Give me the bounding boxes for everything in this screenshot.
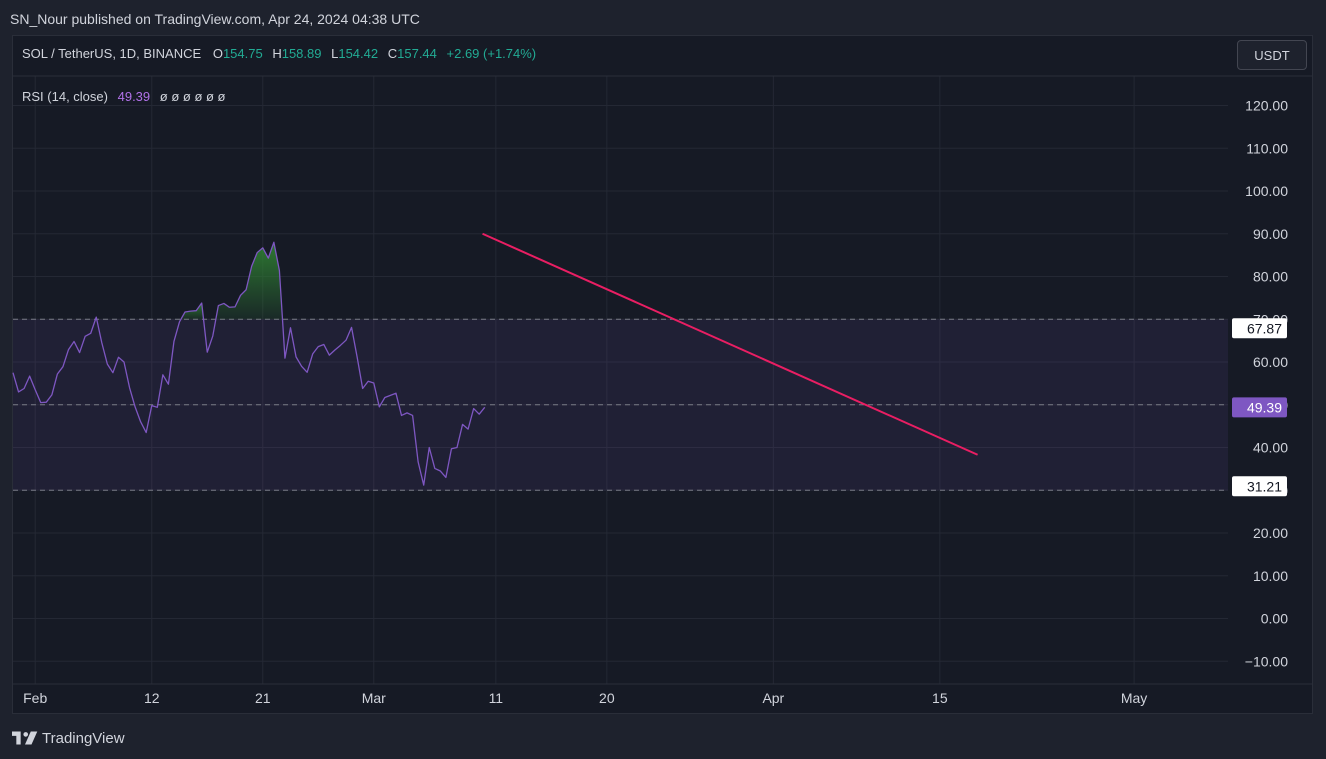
- indicator-empty-values: ø ø ø ø ø ø: [159, 89, 226, 104]
- y-tick-label: 10.00: [1253, 568, 1288, 584]
- price-tag-current-box: [1232, 397, 1287, 418]
- x-tick-label: May: [1121, 690, 1147, 706]
- indicator-name[interactable]: RSI (14, close): [22, 89, 108, 104]
- y-tick-label: 0.00: [1261, 611, 1288, 627]
- x-tick-label: 12: [144, 690, 160, 706]
- y-tick-label: 80.00: [1253, 269, 1288, 285]
- footer-brand: TradingView: [12, 727, 125, 749]
- symbol-name[interactable]: SOL / TetherUS, 1D, BINANCE: [22, 46, 202, 61]
- y-tick-label: 110.00: [1246, 140, 1288, 156]
- x-tick-label: 11: [489, 690, 504, 706]
- overbought-fill: [215, 242, 283, 320]
- x-tick-label: 21: [255, 690, 271, 706]
- x-tick-label: Feb: [23, 690, 47, 706]
- indicator-legend: RSI (14, close) 49.39 ø ø ø ø ø ø: [22, 89, 226, 104]
- low-value: 154.42: [338, 46, 379, 61]
- indicator-value: 49.39: [117, 89, 151, 104]
- high-label: H: [272, 46, 282, 61]
- rsi-line: [12, 241, 486, 486]
- trendline: [482, 232, 978, 456]
- x-tick-label: Mar: [362, 690, 386, 706]
- high-value: 158.89: [281, 46, 322, 61]
- y-tick-label: 100.00: [1245, 183, 1288, 199]
- price-tag-current: 49.39: [1247, 399, 1282, 415]
- y-tick-label: 20.00: [1253, 525, 1288, 541]
- tradingview-logo-icon: [12, 731, 38, 745]
- y-tick-label: 60.00: [1253, 354, 1288, 370]
- currency-button[interactable]: USDT: [1237, 40, 1307, 70]
- open-label: O: [212, 46, 223, 61]
- y-tick-label: 90.00: [1253, 226, 1288, 242]
- close-label: C: [387, 46, 398, 61]
- price-tag-upper-box: [1232, 318, 1287, 339]
- open-value: 154.75: [222, 46, 263, 61]
- y-tick-label: −10.00: [1245, 653, 1288, 669]
- price-tag-upper: 67.87: [1247, 320, 1282, 336]
- price-tag-lower: 31.21: [1247, 478, 1282, 494]
- footer-brand-name: TradingView: [42, 729, 125, 747]
- price-tag-lower-box: [1232, 476, 1287, 497]
- y-tick-label: 120.00: [1245, 98, 1288, 114]
- y-tick-label: 40.00: [1253, 440, 1288, 456]
- x-tick-label: 15: [932, 690, 948, 706]
- publish-info: SN_Nour published on TradingView.com, Ap…: [10, 11, 420, 27]
- symbol-legend: SOL / TetherUS, 1D, BINANCE O154.75 H158…: [22, 46, 536, 61]
- x-tick-label: 20: [599, 690, 615, 706]
- x-tick-label: Apr: [762, 690, 784, 706]
- low-label: L: [331, 46, 339, 61]
- publish-header: SN_Nour published on TradingView.com, Ap…: [0, 0, 1326, 36]
- change-value: +2.69 (+1.74%): [446, 46, 537, 61]
- close-value: 157.44: [397, 46, 437, 61]
